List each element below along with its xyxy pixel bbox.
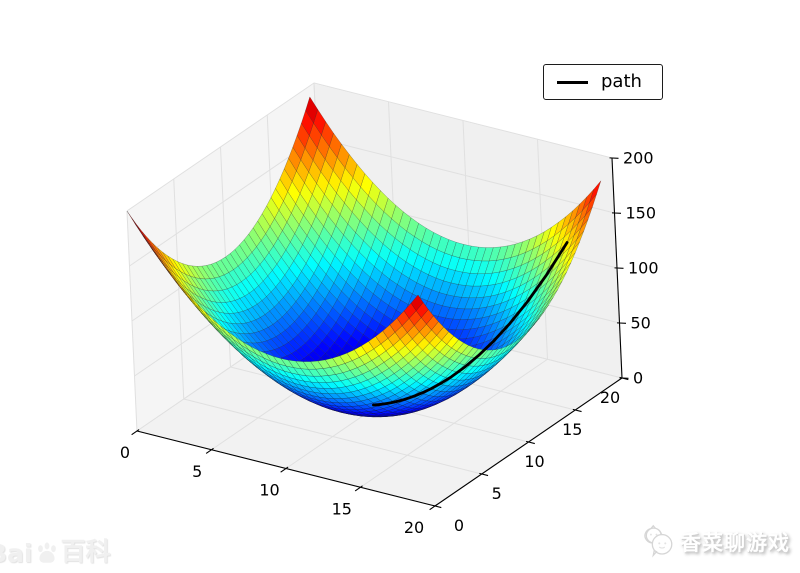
y-tick-label: 10 <box>524 452 544 471</box>
z-tick-label: 200 <box>623 149 654 168</box>
z-tick-label: 100 <box>628 259 659 278</box>
x-tick-label: 10 <box>259 481 279 500</box>
baidu-watermark-suffix: 百科 <box>60 537 111 566</box>
surface-mesh <box>126 96 602 418</box>
z-tick-label: 0 <box>633 369 643 388</box>
y-tick-label: 15 <box>562 420 582 439</box>
channel-watermark: 香菜聊游戏 <box>638 523 790 560</box>
baidu-paw-icon <box>37 542 56 563</box>
baidu-watermark-prefix: Bai <box>0 539 33 568</box>
baidu-baike-watermark: Bai 百科 <box>0 532 111 568</box>
legend: path <box>543 64 663 100</box>
chat-bubbles-logo-icon <box>644 524 673 558</box>
x-tick-label: 20 <box>404 518 424 537</box>
x-tick-label: 0 <box>120 443 130 462</box>
legend-path-line-sample <box>557 80 588 84</box>
y-tick-label: 5 <box>492 484 502 503</box>
z-tick-label: 50 <box>631 314 651 333</box>
x-tick-label: 5 <box>192 462 202 481</box>
y-tick-label: 0 <box>454 516 464 535</box>
channel-watermark-text: 香菜聊游戏 <box>680 530 790 555</box>
legend-path-label: path <box>601 71 642 92</box>
x-tick-label: 15 <box>332 499 352 518</box>
z-tick-label: 150 <box>626 204 657 223</box>
gradient-descent-path <box>371 241 569 407</box>
y-tick-label: 20 <box>600 388 620 407</box>
